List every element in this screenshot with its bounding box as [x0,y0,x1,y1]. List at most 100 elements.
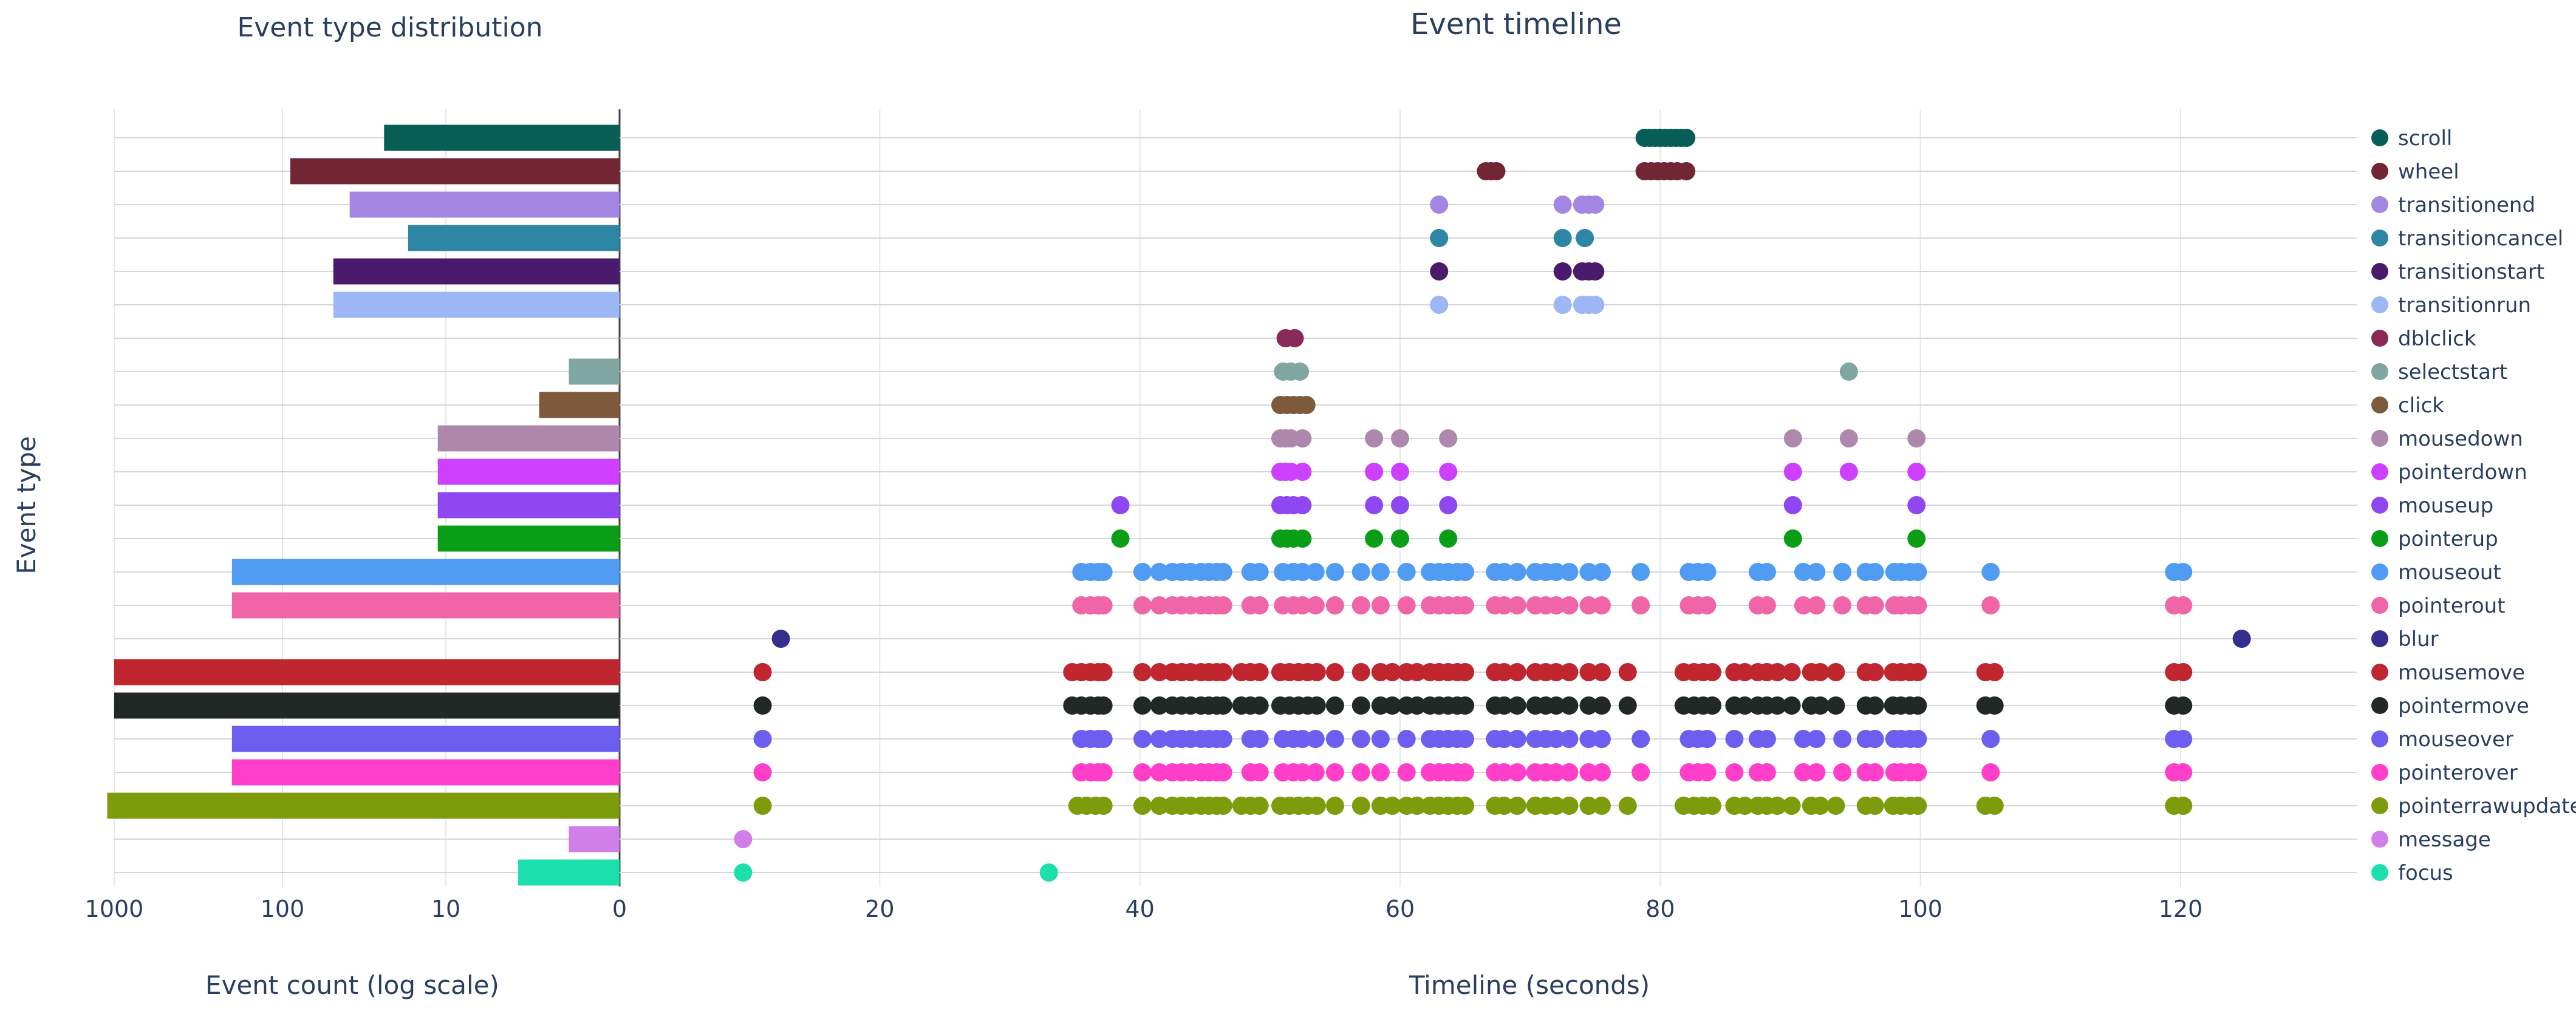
legend-item-pointerdown[interactable]: pointerdown [2371,460,2527,485]
timeline-point-mousemove [1214,663,1232,681]
timeline-point-mouseover [1094,730,1113,748]
timeline-point-mousedown [1365,429,1384,447]
timeline-point-pointerdown [1439,463,1458,481]
legend-marker [2371,563,2388,580]
timeline-point-pointermove [1508,696,1526,715]
timeline-point-pointerover [1547,763,1565,781]
legend-item-selectstart[interactable]: selectstart [2371,360,2507,384]
timeline-point-mouseout [1250,563,1269,581]
timeline-point-mouseup [1391,496,1409,514]
legend[interactable]: scroll wheel transitionend transitioncancel… [2371,126,2576,885]
timeline-point-mouseout [1865,563,1884,581]
legend-item-pointerout[interactable]: pointerout [2371,594,2506,618]
legend-item-pointerrawupdate[interactable]: pointerrawupdate [2371,794,2576,818]
timeline-point-pointermove [1547,696,1565,715]
timeline-point-pointerover [1725,763,1744,781]
timeline-point-mousedown [1293,429,1312,447]
legend-item-mousemove[interactable]: mousemove [2371,661,2525,685]
legend-item-click[interactable]: click [2371,393,2444,418]
bar-chart-tick-label: 100 [261,896,305,922]
bar-chart-tick-label: 0 [612,896,627,922]
timeline-point-mouseout [1456,563,1475,581]
timeline-point-pointermove [1768,696,1787,715]
legend-item-mouseout[interactable]: mouseout [2371,560,2501,585]
timeline-point-pointerrawupdate [1703,797,1721,815]
timeline-point-pointermove [1811,696,1830,715]
legend-item-focus[interactable]: focus [2371,861,2453,885]
timeline-point-pointerrawupdate [1811,797,1830,815]
timeline-point-pointerover [1150,763,1169,781]
timeline-point-pointerover [1757,763,1776,781]
timeline-point-mousemove [1150,663,1169,681]
timeline-point-pointerout [1547,596,1565,614]
legend-item-dblclick[interactable]: dblclick [2371,327,2476,351]
timeline-point-mousemove [1782,663,1801,681]
timeline-point-mouseout [1757,563,1776,581]
legend-item-transitioncancel[interactable]: transitioncancel [2371,226,2563,251]
legend-item-transitionend[interactable]: transitionend [2371,193,2535,217]
legend-item-pointerup[interactable]: pointerup [2371,527,2498,551]
timeline-point-transitionrun [1586,296,1605,314]
timeline-point-pointerrawupdate [1351,797,1370,815]
legend-item-wheel[interactable]: wheel [2371,160,2459,184]
timeline-point-mouseout [1495,563,1514,581]
legend-marker [2371,764,2388,781]
timeline-point-mouseover [1495,730,1514,748]
legend-item-mousedown[interactable]: mousedown [2371,427,2523,451]
timeline-point-pointerover [1794,763,1812,781]
timeline-point-pointermove [2174,696,2193,715]
timeline-point-mouseover [1397,730,1416,748]
timeline-point-pointermove [1325,696,1344,715]
bar-chart-y-axis-label: Event type [12,436,41,574]
timeline-point-pointerout [1833,596,1852,614]
timeline-point-mousemove [1826,663,1845,681]
bar-scroll [384,124,620,151]
timeline-point-pointerover [1133,763,1152,781]
legend-item-transitionstart[interactable]: transitionstart [2371,260,2544,284]
legend-item-mouseup[interactable]: mouseup [2371,494,2493,518]
legend-item-transitionrun[interactable]: transitionrun [2371,293,2531,318]
bar-chart-tick-label: 1000 [85,896,144,922]
timeline-point-pointerdown [1293,463,1312,481]
timeline-point-transitionend [1553,196,1572,214]
bar-focus [518,859,620,886]
timeline-point-pointerout [1325,596,1344,614]
timeline-point-mousemove [1351,663,1370,681]
legend-item-message[interactable]: message [2371,828,2491,852]
bar-mouseup [437,492,620,519]
legend-item-blur[interactable]: blur [2371,627,2439,652]
legend-item-pointerover[interactable]: pointerover [2371,761,2518,785]
legend-item-scroll[interactable]: scroll [2371,126,2452,151]
timeline-point-pointerrawupdate [1307,797,1326,815]
timeline-point-mouseover [1631,730,1650,748]
timeline-point-mouseout [1547,563,1565,581]
timeline-point-mouseout [1698,563,1717,581]
timeline-point-mousemove [1768,663,1787,681]
timeline-point-pointerover [1833,763,1852,781]
timeline-point-mousemove [1985,663,2004,681]
timeline-point-pointerrawupdate [1579,797,1598,815]
timeline-point-mousedown [1391,429,1409,447]
timeline-point-pointerout [1397,596,1416,614]
timeline-point-mouseout [1807,563,1826,581]
timeline-point-pointerover [1981,763,2000,781]
legend-label: dblclick [2398,327,2476,351]
legend-marker [2371,230,2388,247]
legend-label: pointerdown [2398,460,2527,485]
timeline-point-pointerrawupdate [1592,797,1611,815]
timeline-point-mousemove [1547,663,1565,681]
legend-label: mousemove [2398,661,2525,685]
timeline-point-mouseover [1325,730,1344,748]
timeline-point-mouseover [1214,730,1232,748]
legend-marker [2371,196,2388,213]
timeline-point-transitionend [1430,196,1449,214]
legend-item-mouseover[interactable]: mouseover [2371,727,2513,752]
legend-item-pointermove[interactable]: pointermove [2371,694,2529,718]
legend-marker [2371,463,2388,480]
legend-marker [2371,797,2388,814]
timeline-point-mouseout [1908,563,1927,581]
timeline-point-pointerover [1397,763,1416,781]
timeline-point-mouseover [1250,730,1269,748]
bar-mouseover [231,726,620,752]
timeline-point-mousemove [1811,663,1830,681]
